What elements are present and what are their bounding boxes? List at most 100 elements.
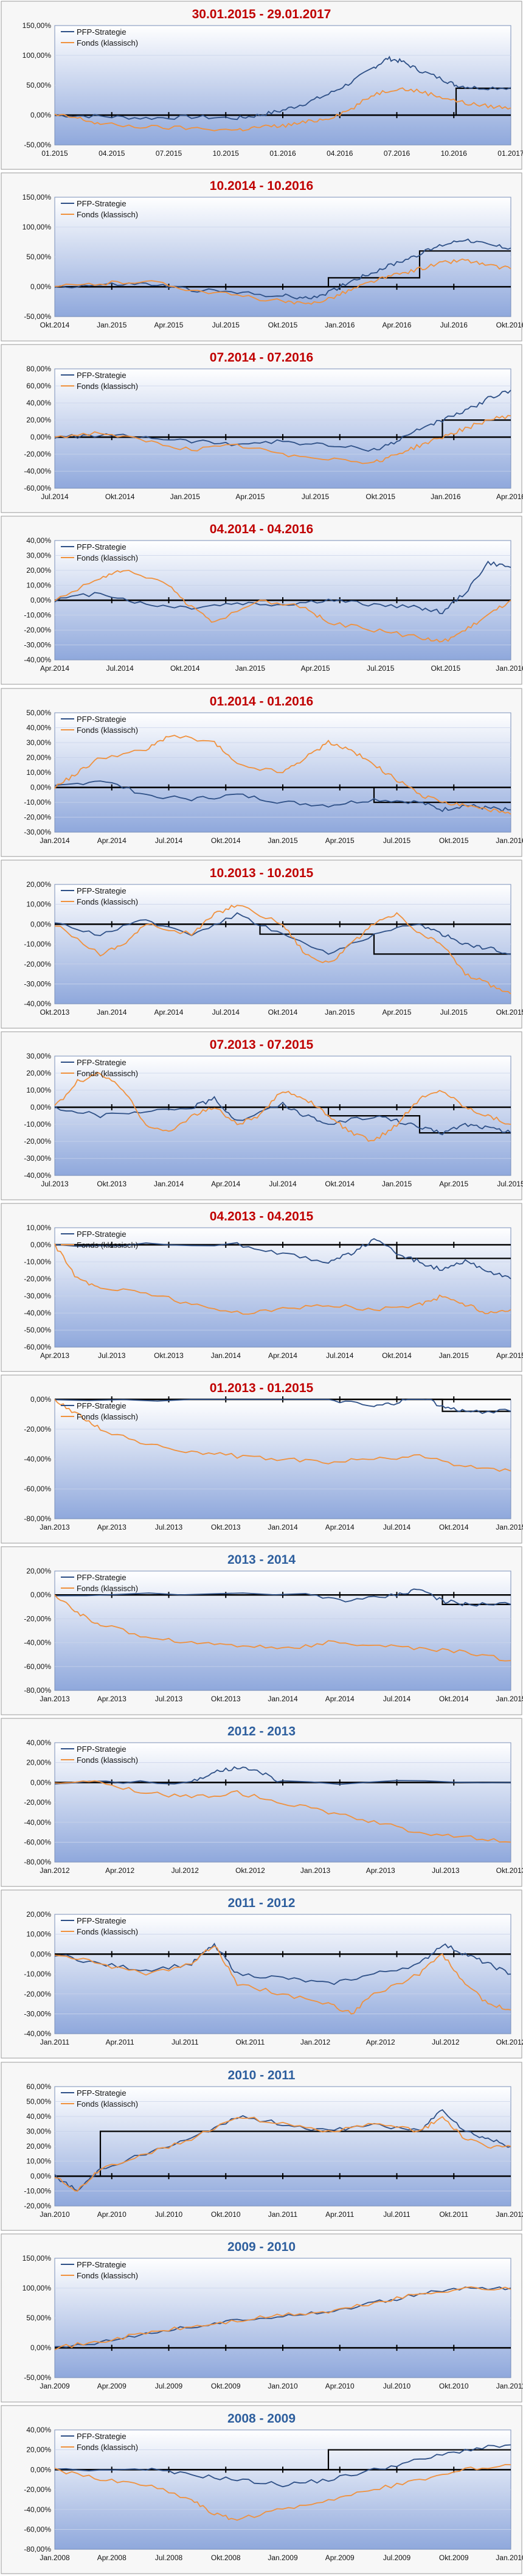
legend: PFP-Strategie Fonds (klassisch): [61, 1916, 138, 1936]
x-tick-label: Jan.2014: [97, 1008, 127, 1017]
x-tick-label: Jan.2015: [439, 1351, 469, 1360]
x-tick-label: Apr.2014: [325, 1523, 355, 1531]
x-tick-label: Apr.2014: [325, 1695, 355, 1703]
chart-title: 10.2013 - 10.2015: [210, 866, 314, 880]
chart-svg: 30.01.2015 - 29.01.2017 150,00% 100,00% 50,…: [1, 1, 523, 170]
y-tick-label: 0,00%: [30, 1395, 51, 1404]
x-tick-label: Okt.2014: [382, 1351, 412, 1360]
reference-line: [55, 923, 511, 955]
y-tick-label: 30,00%: [26, 1052, 51, 1060]
y-tick-label: -10,00%: [24, 1120, 51, 1129]
chart-title: 04.2014 - 04.2016: [210, 522, 313, 536]
x-tick-label: Jul.2014: [383, 1695, 411, 1703]
x-tick-label: Okt.2014: [439, 1523, 469, 1531]
y-tick-label: -10,00%: [24, 2186, 51, 2195]
x-tick-label: Jul.2015: [497, 1180, 523, 1188]
y-tick-label: -20,00%: [24, 1798, 51, 1807]
x-tick-label: Apr.2008: [97, 2553, 126, 2562]
y-tick-label: 10,00%: [26, 1223, 51, 1232]
y-tick-label: -30,00%: [24, 2010, 51, 2018]
plot-area: [54, 1570, 511, 1691]
chart-svg: 2009 - 2010 150,00% 100,00% 50,00% 0,00% -50,…: [1, 2233, 523, 2403]
chart-title: 10.2014 - 10.2016: [210, 179, 313, 193]
y-tick-label: 50,00%: [26, 81, 51, 89]
chart-panel: 2008 - 2009 40,00% 20,00% 0,00% -20,00% -40,0…: [0, 2404, 523, 2576]
legend-label-fund: Fonds (klassisch): [77, 553, 138, 562]
y-tick-label: -40,00%: [24, 2030, 51, 2039]
y-tick-label: 20,00%: [26, 2446, 51, 2454]
chart-svg: 10.2014 - 10.2016 150,00% 100,00% 50,00% 0,0…: [1, 172, 523, 341]
x-tick-label: Jan.2008: [40, 2553, 70, 2562]
y-tick-label: 20,00%: [26, 880, 51, 889]
legend: PFP-Strategie Fonds (klassisch): [61, 2432, 138, 2452]
x-tick-label: Jul.2010: [383, 2382, 411, 2390]
x-tick-label: Jul.2014: [212, 1008, 240, 1017]
x-tick-label: Jan.2016: [496, 836, 523, 845]
y-tick-label: 0,00%: [30, 433, 51, 441]
x-tick-label: Jan.2016: [431, 492, 461, 501]
legend: PFP-Strategie Fonds (klassisch): [61, 1058, 138, 1078]
x-tick-label: Jul.2008: [155, 2553, 183, 2562]
y-tick-label: 50,00%: [26, 2314, 51, 2322]
x-tick-label: Jul.2014: [41, 492, 69, 501]
x-tick-label: Okt.2015: [431, 665, 461, 673]
chart-panel: 2012 - 2013 40,00% 20,00% 0,00% -20,00% -40,0…: [0, 1717, 523, 1889]
x-tick-label: Jul.2013: [98, 1351, 126, 1360]
x-tick-label: Apr.2013: [97, 1523, 126, 1531]
legend-label-strategy: PFP-Strategie: [77, 1573, 126, 1582]
legend-label-strategy: PFP-Strategie: [77, 886, 126, 895]
y-tick-label: 30,00%: [26, 551, 51, 560]
y-tick-label: -30,00%: [24, 1292, 51, 1300]
x-tick-label: Apr.2013: [40, 1351, 69, 1360]
legend: PFP-Strategie Fonds (klassisch): [61, 886, 138, 906]
x-tick-label: Jan.2015: [496, 1695, 523, 1703]
x-tick-label: 07.2016: [384, 149, 410, 158]
x-tick-label: Okt.2011: [439, 2210, 468, 2219]
chart-panel: 2010 - 2011 60,00% 50,00% 40,00% 30,00% 20,00…: [0, 2061, 523, 2233]
y-tick-label: 0,00%: [30, 2343, 51, 2352]
chart-title: 07.2013 - 07.2015: [210, 1038, 314, 1052]
series-line-fund: [54, 258, 511, 305]
x-tick-label: Jul.2013: [155, 1695, 183, 1703]
x-tick-label: Apr.2009: [325, 2553, 355, 2562]
legend-label-strategy: PFP-Strategie: [77, 1401, 126, 1410]
x-tick-label: Jan.2014: [268, 1523, 298, 1531]
series-line-strategy: [54, 55, 511, 121]
chart-svg: 2010 - 2011 60,00% 50,00% 40,00% 30,00% 20,00…: [1, 2062, 523, 2231]
chart-title: 2009 - 2010: [227, 2240, 296, 2254]
x-tick-label: 01.2017: [497, 149, 523, 158]
x-tick-label: Okt.2014: [170, 665, 200, 673]
chart-title: 07.2014 - 07.2016: [210, 351, 313, 365]
y-tick-label: -20,00%: [24, 959, 51, 968]
y-tick-label: 0,00%: [30, 1950, 51, 1959]
x-tick-label: Apr.2011: [106, 2039, 134, 2047]
y-tick-label: 20,00%: [26, 1759, 51, 1767]
series-line-strategy: [54, 238, 511, 300]
x-tick-label: 01.2016: [269, 149, 296, 158]
y-tick-label: 80,00%: [26, 365, 51, 373]
legend: PFP-Strategie Fonds (klassisch): [61, 371, 138, 391]
x-tick-label: Apr.2014: [97, 836, 126, 845]
y-tick-label: -20,00%: [24, 1137, 51, 1146]
series-line-strategy: [54, 2444, 511, 2488]
legend-label-fund: Fonds (klassisch): [77, 38, 138, 47]
legend-label-fund: Fonds (klassisch): [77, 1927, 138, 1936]
plot-area: [54, 368, 511, 489]
y-tick-label: 20,00%: [26, 566, 51, 575]
y-tick-label: -30,00%: [24, 828, 51, 836]
y-tick-label: 40,00%: [26, 2112, 51, 2121]
x-tick-label: Okt.2010: [211, 2210, 241, 2219]
chart-svg: 2008 - 2009 40,00% 20,00% 0,00% -20,00% -40,0…: [1, 2405, 523, 2574]
x-tick-label: Jan.2016: [496, 665, 523, 673]
x-tick-label: Jan.2009: [40, 2382, 70, 2390]
legend-label-strategy: PFP-Strategie: [77, 1230, 126, 1239]
x-tick-label: Apr.2015: [496, 1351, 523, 1360]
legend: PFP-Strategie Fonds (klassisch): [61, 715, 138, 735]
legend-label-fund: Fonds (klassisch): [77, 1241, 138, 1250]
series-line-fund: [54, 734, 511, 814]
y-tick-label: 150,00%: [23, 21, 52, 30]
x-tick-label: Okt.2015: [439, 836, 469, 845]
y-tick-label: 60,00%: [26, 382, 51, 390]
y-tick-label: -50,00%: [24, 1326, 51, 1334]
x-tick-label: Jan.2010: [496, 2553, 523, 2562]
